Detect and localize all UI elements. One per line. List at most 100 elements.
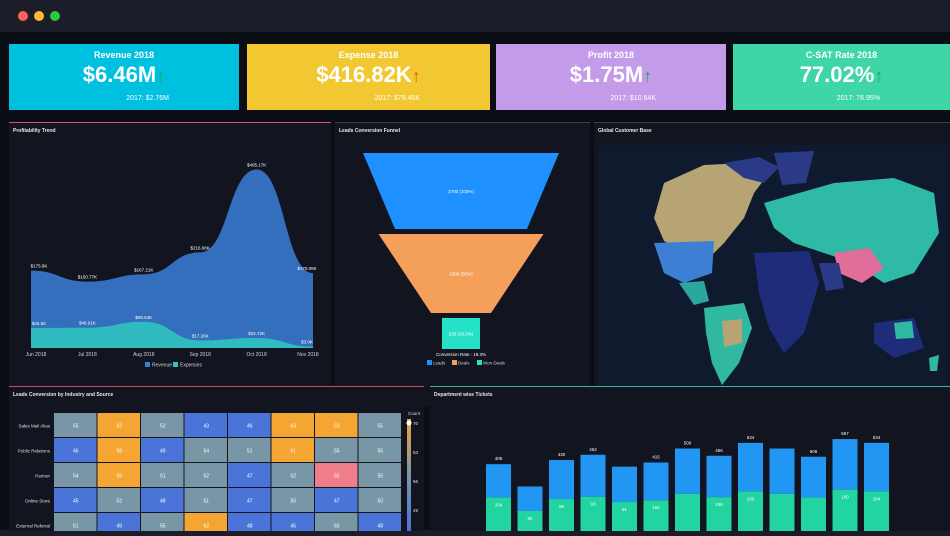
x-tick-label: Oct 2018 xyxy=(246,352,267,358)
funnel-stage-leads xyxy=(363,153,559,229)
legend-swatch xyxy=(477,360,482,365)
minimize-window-icon[interactable] xyxy=(34,11,44,21)
cell-value: 49 xyxy=(160,449,166,455)
bar-total-label: 534 xyxy=(747,435,755,440)
heatmap-cell xyxy=(97,488,140,512)
bar-segment-bottom xyxy=(706,497,732,531)
funnel-label: 2700 (100%) xyxy=(448,189,474,194)
bar-segment-top xyxy=(832,439,858,490)
bar-segment-label: 184 xyxy=(873,496,881,501)
data-label: $405.17K xyxy=(247,163,266,168)
tickets-panel: Department wise Tickets 405 204 96 430 96 462… xyxy=(430,386,950,531)
heatmap-cell xyxy=(54,413,97,437)
bar-segment-top xyxy=(769,448,795,494)
arrow-up-icon: ↑ xyxy=(156,66,166,86)
heatmap-cell xyxy=(141,413,184,437)
heatmap-cell xyxy=(54,488,97,512)
data-label: $3.0K xyxy=(301,340,313,345)
legend-label: Expenses xyxy=(180,363,202,369)
cell-value: 55 xyxy=(377,449,383,455)
bar-segment-bottom xyxy=(864,491,889,531)
usa-region[interactable] xyxy=(654,241,714,283)
data-label: $22.72K xyxy=(248,331,265,336)
kpi-card-expense[interactable]: Expense 2018 $416.82K↑ 2017: $79.40K xyxy=(247,44,490,110)
bar-total-label: 456 xyxy=(715,448,723,453)
profitability-area-chart[interactable]: $175.8K $150.77K $167.21K $216.98K $405.17K $… xyxy=(9,123,331,407)
africa-region[interactable] xyxy=(754,251,819,353)
close-window-icon[interactable] xyxy=(18,11,28,21)
industry-source-heatmap[interactable]: Sales Mail Alias 55 62 52 43 46 63 63 55 Public R… xyxy=(9,387,424,536)
kpi-value: 77.02%↑ xyxy=(799,62,884,87)
bar-segment-top xyxy=(517,486,543,511)
heatmap-cell xyxy=(315,438,358,462)
department-tickets-bar-chart[interactable]: 405 204 96 430 96 462 93 81 415 152 500 456 158 534 18… xyxy=(430,387,950,531)
kpi-title: C-SAT Rate 2018 xyxy=(805,50,878,60)
cell-value: 61 xyxy=(290,449,296,455)
leads-heatmap-panel: Leads Conversion by Industry and Source … xyxy=(9,386,424,536)
conversion-rate-label: Conversion Rate : 19.3% xyxy=(436,352,486,357)
funnel-stage-deals xyxy=(378,234,544,313)
series-area-expenses xyxy=(31,321,313,348)
bar-segment-bottom xyxy=(643,500,669,531)
bar-segment-bottom xyxy=(580,496,606,531)
panel-title: Profitability Trend xyxy=(13,128,56,134)
bar-segment-bottom xyxy=(517,510,543,531)
legend-title: Count xyxy=(408,411,421,416)
bar-total-label: 462 xyxy=(589,447,597,452)
bar-segment-label: 152 xyxy=(652,505,660,510)
row-label: Public Relations xyxy=(18,449,51,454)
legend-tick: 63 xyxy=(413,450,419,455)
cell-value: 55 xyxy=(334,449,340,455)
cell-value: 62 xyxy=(116,424,122,430)
maximize-window-icon[interactable] xyxy=(50,11,60,21)
data-label: $170.08K xyxy=(297,266,316,271)
kpi-card-profit[interactable]: Profit 2018 $1.75M↑ 2017: $10.64K xyxy=(496,44,726,110)
data-label: $45.5K xyxy=(32,321,46,326)
china-region[interactable] xyxy=(834,248,884,283)
kpi-previous: 2017: $10.64K xyxy=(610,95,656,102)
heatmap-cell xyxy=(271,463,314,487)
north-america-region[interactable] xyxy=(654,163,769,263)
x-tick-label: Aug 2018 xyxy=(133,352,155,358)
kpi-value: $1.75M↑ xyxy=(569,62,653,87)
cell-value: 50 xyxy=(334,524,340,530)
panel-title: Department wise Tickets xyxy=(434,392,493,398)
cell-value: 47 xyxy=(247,474,253,480)
world-map[interactable] xyxy=(594,123,950,407)
cell-value: 51 xyxy=(247,449,253,455)
bar-segment-top xyxy=(738,442,763,492)
cell-value: 51 xyxy=(160,474,166,480)
eurasia-region[interactable] xyxy=(764,178,939,283)
legend-tick: 49 xyxy=(413,508,419,513)
heatmap-cell xyxy=(141,463,184,487)
leads-funnel-chart[interactable]: 2700 (100%) 1500 (55%) 530 (19.6%) Conversi… xyxy=(335,123,590,407)
heatmap-cell xyxy=(228,413,271,437)
bar-segment-label: 93 xyxy=(590,502,596,507)
heatmap-cell xyxy=(271,413,314,437)
cell-value: 58 xyxy=(116,449,122,455)
cell-value: 55 xyxy=(377,424,383,430)
cell-value: 52 xyxy=(116,499,122,505)
kpi-card-revenue[interactable]: Revenue 2018 $6.46M↑ 2017: $2.76M xyxy=(9,44,239,110)
bar-segment-label: 96 xyxy=(527,516,533,521)
kpi-title: Revenue 2018 xyxy=(93,50,155,60)
bar-total-label: 430 xyxy=(558,452,566,457)
x-tick-label: Sep 2018 xyxy=(189,352,211,358)
bar-total-label: 557 xyxy=(841,431,849,436)
cell-value: 47 xyxy=(247,499,253,505)
cell-value: 52 xyxy=(203,474,209,480)
heatmap-cell xyxy=(315,488,358,512)
funnel-label: 1500 (55%) xyxy=(449,272,473,277)
window-titlebar xyxy=(0,0,950,32)
bar-segment-top xyxy=(801,456,826,498)
bar-segment-bottom xyxy=(612,502,637,531)
bar-segment-label: 204 xyxy=(495,502,503,507)
color-scale-bar xyxy=(407,419,411,531)
heatmap-cell xyxy=(184,413,227,437)
bar-segment-top xyxy=(675,448,700,494)
cell-value: 46 xyxy=(247,424,253,430)
heatmap-cell xyxy=(228,488,271,512)
cell-value: 46 xyxy=(73,449,79,455)
kpi-card-csat[interactable]: C-SAT Rate 2018 77.02%↑ 2017: 76.95% xyxy=(733,44,950,110)
heatmap-cell xyxy=(184,463,227,487)
